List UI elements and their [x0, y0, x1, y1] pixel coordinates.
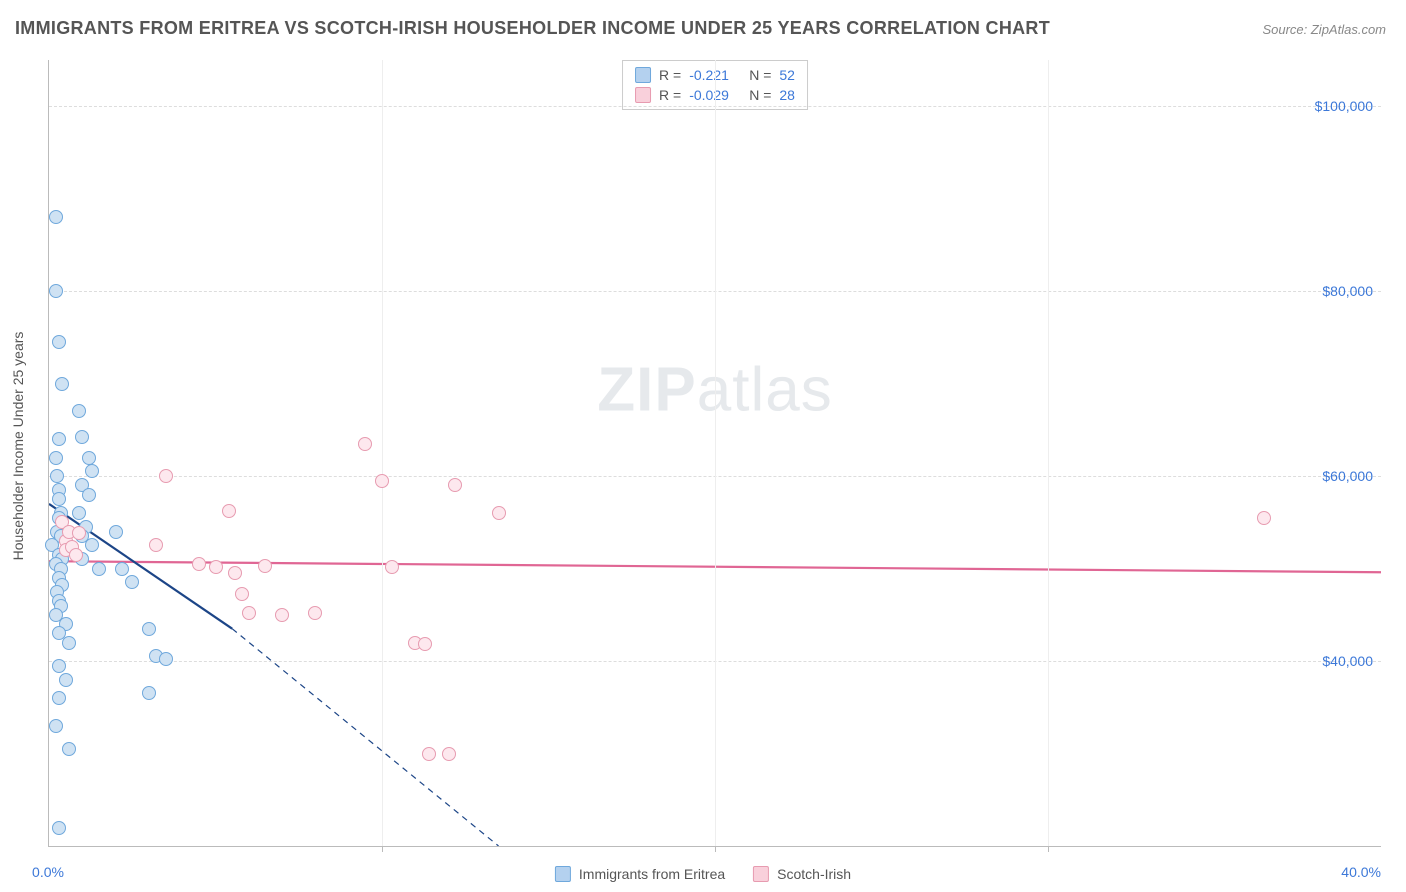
scatter-point-scotch-irish: [69, 548, 83, 562]
scatter-point-scotch-irish: [275, 608, 289, 622]
scatter-point-eritrea: [62, 742, 76, 756]
scatter-point-eritrea: [55, 377, 69, 391]
legend-item-eritrea: Immigrants from Eritrea: [555, 866, 725, 882]
scatter-point-eritrea: [85, 464, 99, 478]
scatter-point-scotch-irish: [358, 437, 372, 451]
scatter-point-eritrea: [159, 652, 173, 666]
swatch-icon: [635, 87, 651, 103]
scatter-point-scotch-irish: [418, 637, 432, 651]
scatter-point-eritrea: [109, 525, 123, 539]
n-label: N =: [749, 87, 771, 103]
r-label: R =: [659, 67, 681, 83]
watermark-atlas: atlas: [697, 356, 833, 425]
scatter-point-eritrea: [52, 432, 66, 446]
scatter-point-eritrea: [82, 488, 96, 502]
scatter-point-eritrea: [52, 691, 66, 705]
chart-title: IMMIGRANTS FROM ERITREA VS SCOTCH-IRISH …: [15, 18, 1050, 39]
scatter-point-eritrea: [49, 719, 63, 733]
scatter-point-scotch-irish: [228, 566, 242, 580]
scatter-point-eritrea: [59, 673, 73, 687]
scatter-point-scotch-irish: [235, 587, 249, 601]
scatter-point-scotch-irish: [222, 504, 236, 518]
y-tick-label: $100,000: [1315, 98, 1373, 114]
legend-label-scotch-irish: Scotch-Irish: [777, 866, 851, 882]
n-value-scotch-irish: 28: [779, 87, 795, 103]
scatter-point-eritrea: [52, 335, 66, 349]
scatter-point-eritrea: [52, 492, 66, 506]
y-tick-label: $80,000: [1322, 283, 1373, 299]
scatter-point-eritrea: [142, 622, 156, 636]
n-label: N =: [749, 67, 771, 83]
gridline-vertical: [382, 60, 383, 846]
scatter-point-eritrea: [62, 636, 76, 650]
scatter-point-eritrea: [49, 451, 63, 465]
scatter-point-scotch-irish: [385, 560, 399, 574]
scatter-point-scotch-irish: [209, 560, 223, 574]
scatter-point-scotch-irish: [149, 538, 163, 552]
scatter-point-eritrea: [49, 284, 63, 298]
watermark-zip: ZIP: [597, 356, 696, 425]
y-tick-label: $60,000: [1322, 468, 1373, 484]
swatch-icon: [555, 866, 571, 882]
scatter-point-eritrea: [92, 562, 106, 576]
scatter-point-eritrea: [75, 430, 89, 444]
scatter-point-eritrea: [82, 451, 96, 465]
scatter-point-scotch-irish: [308, 606, 322, 620]
scatter-point-eritrea: [52, 659, 66, 673]
swatch-icon: [635, 67, 651, 83]
y-tick-label: $40,000: [1322, 653, 1373, 669]
scatter-point-eritrea: [115, 562, 129, 576]
scatter-point-eritrea: [85, 538, 99, 552]
source-attribution: Source: ZipAtlas.com: [1262, 22, 1386, 37]
scatter-point-scotch-irish: [72, 526, 86, 540]
scatter-point-scotch-irish: [375, 474, 389, 488]
scatter-point-scotch-irish: [492, 506, 506, 520]
scatter-point-scotch-irish: [422, 747, 436, 761]
x-tick-mark: [715, 846, 716, 852]
x-axis-min-label: 0.0%: [32, 864, 64, 880]
series-legend: Immigrants from Eritrea Scotch-Irish: [555, 866, 851, 882]
n-value-eritrea: 52: [779, 67, 795, 83]
gridline-vertical: [1048, 60, 1049, 846]
scatter-point-eritrea: [52, 821, 66, 835]
scatter-point-eritrea: [50, 469, 64, 483]
legend-label-eritrea: Immigrants from Eritrea: [579, 866, 725, 882]
y-axis-title: Householder Income Under 25 years: [10, 332, 26, 561]
x-axis-max-label: 40.0%: [1341, 864, 1381, 880]
scatter-point-scotch-irish: [192, 557, 206, 571]
scatter-point-eritrea: [125, 575, 139, 589]
scatter-point-eritrea: [72, 506, 86, 520]
scatter-point-scotch-irish: [1257, 511, 1271, 525]
gridline-vertical: [715, 60, 716, 846]
scatter-point-scotch-irish: [442, 747, 456, 761]
legend-item-scotch-irish: Scotch-Irish: [753, 866, 851, 882]
x-tick-mark: [1048, 846, 1049, 852]
swatch-icon: [753, 866, 769, 882]
scatter-point-scotch-irish: [258, 559, 272, 573]
scatter-point-scotch-irish: [448, 478, 462, 492]
scatter-point-eritrea: [49, 210, 63, 224]
scatter-point-eritrea: [72, 404, 86, 418]
scatter-point-eritrea: [142, 686, 156, 700]
r-label: R =: [659, 87, 681, 103]
chart-plot-area: ZIPatlas R = -0.221 N = 52 R = -0.029 N …: [48, 60, 1381, 847]
scatter-point-scotch-irish: [159, 469, 173, 483]
scatter-point-scotch-irish: [242, 606, 256, 620]
x-tick-mark: [382, 846, 383, 852]
